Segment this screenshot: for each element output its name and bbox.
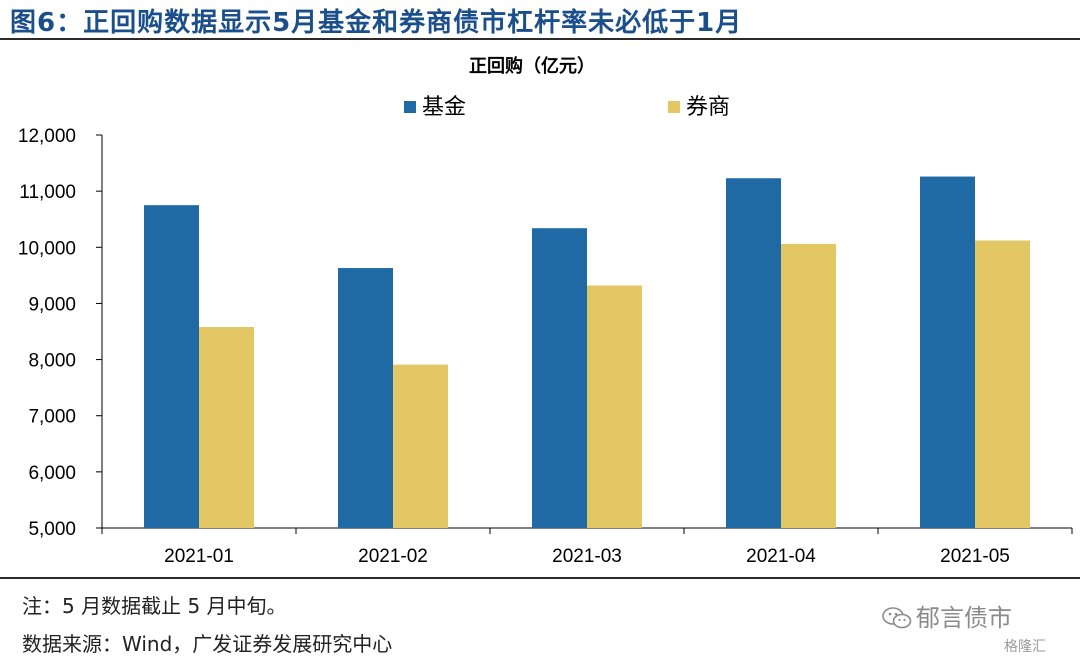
y-tick-label: 9,000	[28, 294, 76, 315]
bar-broker	[975, 240, 1030, 528]
bar-broker	[393, 364, 448, 528]
bar-fund	[532, 228, 587, 528]
y-tick-label: 10,000	[18, 238, 76, 259]
legend-swatch-2	[668, 101, 680, 113]
bar-fund	[726, 178, 781, 529]
watermark: 郁言债市	[882, 598, 1012, 633]
legend-label-2: 券商	[686, 95, 730, 120]
x-tick-label: 2021-04	[746, 546, 816, 567]
chart-title: 正回购（亿元）	[469, 55, 595, 77]
y-tick-label: 6,000	[28, 463, 76, 484]
watermark-text: 郁言债市	[916, 604, 1012, 632]
figure-title: 图6：正回购数据显示5月基金和券商债市杠杆率未必低于1月	[10, 8, 743, 38]
bar-fund	[920, 176, 975, 528]
y-tick-label: 12,000	[18, 126, 76, 147]
y-tick-label: 8,000	[28, 351, 76, 372]
bottom-divider	[0, 577, 1080, 579]
y-tick-label: 7,000	[28, 407, 76, 428]
bar-broker	[587, 285, 642, 528]
bar-broker	[781, 243, 836, 528]
footnote: 注：5 月数据截止 5 月中旬。	[22, 594, 287, 618]
wechat-icon	[882, 607, 912, 629]
legend-swatch-1	[404, 101, 416, 113]
bar-chart: 正回购（亿元）基金 券商 5,000 6,000 7,000 8,000 9,000 10,0…	[18, 55, 1073, 567]
y-tick-label: 5,000	[28, 519, 76, 540]
legend-label-1: 基金	[422, 95, 466, 120]
x-tick-label: 2021-05	[940, 546, 1010, 567]
bar-fund	[338, 268, 393, 528]
title-bar: 图6：正回购数据显示5月基金和券商债市杠杆率未必低于1月	[0, 0, 1080, 40]
y-tick-label: 11,000	[19, 182, 76, 203]
title-divider	[0, 38, 1080, 40]
watermark-badge: 格隆汇	[1004, 639, 1046, 655]
bar-broker	[199, 327, 254, 528]
x-tick-label: 2021-02	[358, 546, 428, 567]
bar-fund	[144, 205, 199, 528]
x-tick-label: 2021-03	[552, 546, 622, 567]
data-source: 数据来源：Wind，广发证券发展研究中心	[22, 632, 393, 656]
x-tick-label: 2021-01	[164, 546, 234, 567]
